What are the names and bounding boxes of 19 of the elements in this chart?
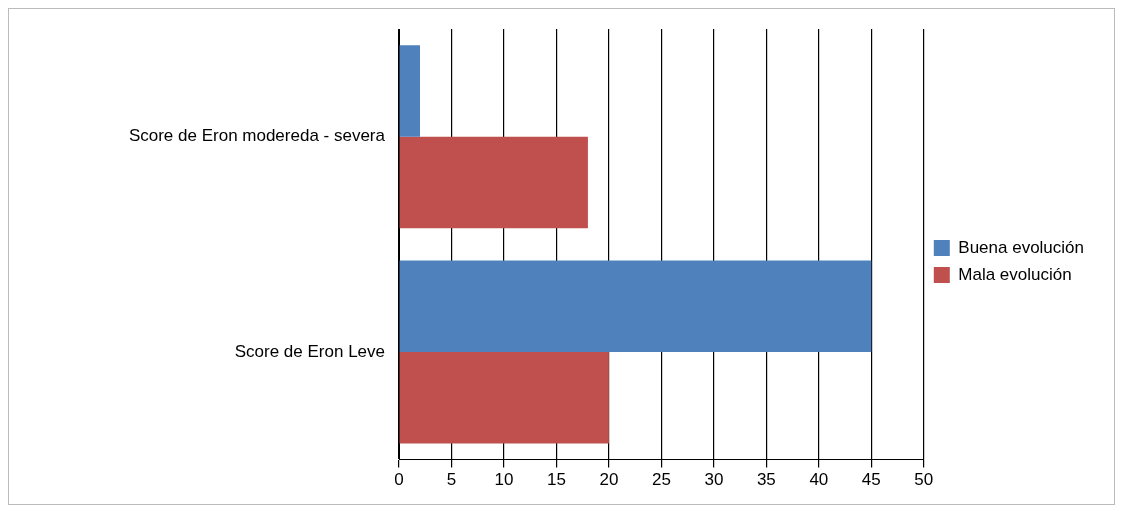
x-tick-label: 25 bbox=[651, 470, 671, 490]
x-tick-label: 45 bbox=[861, 470, 881, 490]
x-tick-label: 15 bbox=[546, 470, 566, 490]
bar bbox=[399, 136, 588, 229]
x-tick-label: 10 bbox=[494, 470, 514, 490]
bar bbox=[399, 45, 420, 137]
legend-label: Mala evolución bbox=[958, 264, 1072, 284]
x-tick-label: 40 bbox=[809, 470, 829, 490]
x-tick-label: 20 bbox=[599, 470, 619, 490]
legend-label: Buena evolución bbox=[958, 237, 1085, 257]
bar bbox=[399, 351, 609, 444]
x-tick-label: 5 bbox=[446, 470, 457, 490]
x-tick-label: 30 bbox=[704, 470, 724, 490]
x-tick-label: 35 bbox=[756, 470, 776, 490]
x-tick-label: 50 bbox=[914, 470, 934, 490]
y-tick-label: Score de Eron modereda - severa bbox=[128, 126, 386, 146]
y-tick-label: Score de Eron Leve bbox=[234, 341, 385, 361]
bar bbox=[399, 260, 872, 352]
x-tick-label: 0 bbox=[394, 470, 404, 490]
